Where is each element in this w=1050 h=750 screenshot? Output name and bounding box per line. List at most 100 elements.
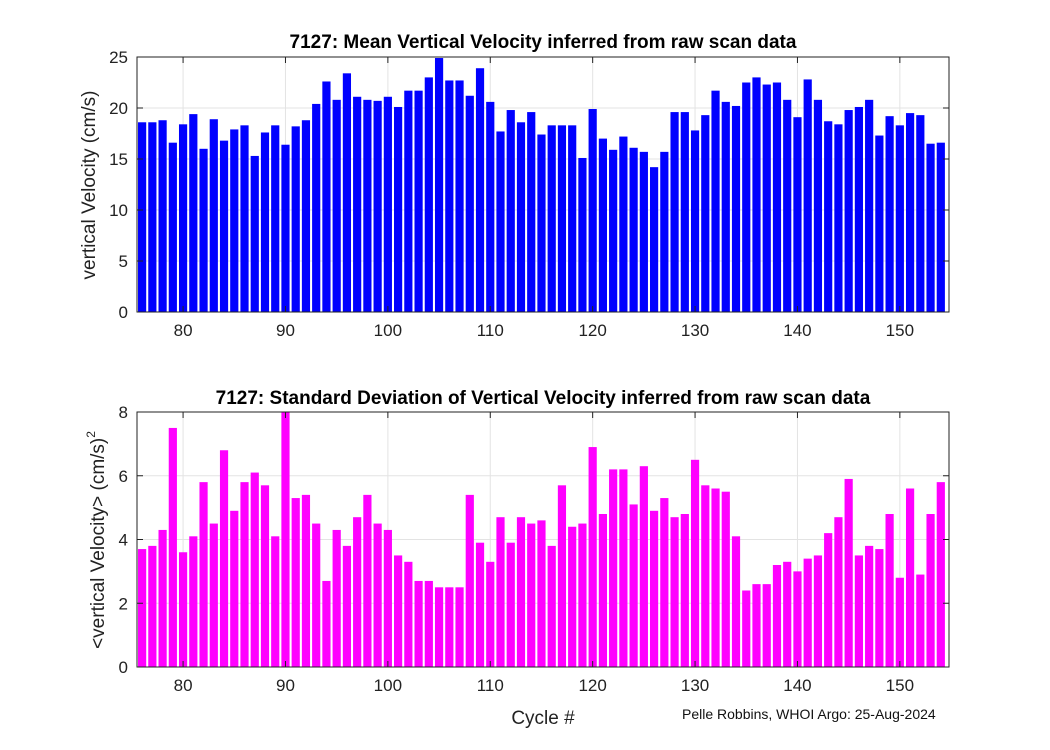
bar <box>445 587 454 667</box>
bar <box>803 558 812 668</box>
bar <box>854 106 863 312</box>
bar <box>404 90 413 312</box>
bar <box>312 103 321 312</box>
bar <box>639 151 648 312</box>
bar <box>619 136 628 312</box>
x-tick-label: 110 <box>477 676 504 695</box>
bar <box>434 58 444 312</box>
bar <box>138 549 147 667</box>
bar <box>424 77 433 313</box>
bar <box>578 523 587 667</box>
bar <box>342 73 352 312</box>
bar <box>445 80 454 313</box>
bar <box>332 99 341 312</box>
x-tick-label: 150 <box>886 321 914 340</box>
bar <box>168 142 177 312</box>
bar <box>650 167 659 312</box>
bar <box>394 555 403 667</box>
x-tick-label: 120 <box>578 321 606 340</box>
bar <box>455 587 464 667</box>
y-axis-label: vertical Velocity (cm/s) <box>79 91 100 280</box>
bar <box>578 157 587 312</box>
bar <box>834 124 843 312</box>
x-tick-label: 100 <box>374 676 402 695</box>
bar <box>312 523 321 667</box>
bar <box>844 478 853 667</box>
x-tick-label: 130 <box>681 321 709 340</box>
y-axis-label: <vertical Velocity> (cm/s)2 <box>84 431 109 649</box>
bar <box>475 68 485 312</box>
bar <box>752 584 761 668</box>
x-axis-label: Cycle # <box>511 708 575 729</box>
bar <box>199 148 208 312</box>
y-tick-label: 0 <box>119 658 128 677</box>
bar <box>865 545 874 668</box>
bar <box>363 494 372 668</box>
bar <box>598 514 607 667</box>
y-tick-label: 15 <box>109 150 128 169</box>
bar <box>813 99 823 312</box>
bar <box>680 112 689 312</box>
bar <box>772 565 782 667</box>
bar <box>875 549 884 667</box>
bar <box>506 110 515 312</box>
bar <box>199 482 208 668</box>
bar <box>189 114 198 313</box>
bar <box>404 561 413 667</box>
bar <box>885 514 894 667</box>
bar <box>240 482 249 668</box>
bar <box>629 504 638 667</box>
bar <box>496 517 505 667</box>
bar <box>783 99 792 312</box>
bar <box>916 115 925 312</box>
bar <box>475 542 485 667</box>
x-tick-label: 110 <box>477 321 504 340</box>
bar <box>680 514 689 667</box>
bar <box>905 113 915 312</box>
x-tick-label: 80 <box>174 321 193 340</box>
bar <box>230 129 239 312</box>
bar <box>793 571 802 668</box>
bar <box>383 96 392 312</box>
y-tick-label: 5 <box>119 252 128 271</box>
bar <box>783 561 792 667</box>
bar <box>414 580 423 667</box>
bar <box>895 125 904 312</box>
bar <box>527 112 536 312</box>
y-tick-label: 0 <box>119 303 128 322</box>
bar <box>588 447 597 667</box>
bar <box>322 81 331 312</box>
bar <box>865 99 874 312</box>
bar <box>486 101 495 312</box>
bar <box>824 533 833 668</box>
bar <box>271 536 280 667</box>
bar <box>537 520 546 668</box>
bar <box>742 590 751 667</box>
bar <box>230 510 239 667</box>
bar <box>752 77 761 313</box>
bar <box>281 144 290 312</box>
bar <box>353 96 362 312</box>
bar <box>742 82 751 312</box>
x-tick-label: 140 <box>783 676 811 695</box>
bar <box>537 134 546 312</box>
bar <box>240 125 249 312</box>
bar <box>690 459 700 667</box>
bar <box>250 472 259 667</box>
bar <box>854 555 863 667</box>
bar <box>731 105 741 313</box>
bar <box>609 469 618 668</box>
y-axis-label-text: <vertical Velocity> (cm/s) <box>88 438 109 649</box>
bar <box>322 580 331 667</box>
bar <box>178 124 188 312</box>
bar <box>844 110 853 312</box>
bar <box>588 109 597 313</box>
x-tick-label: 80 <box>174 676 193 695</box>
std-velocity-chart: 7127: Standard Deviation of Vertical Vel… <box>84 388 950 729</box>
bar <box>905 488 915 667</box>
bar <box>383 529 392 667</box>
bar <box>486 561 495 667</box>
bar <box>219 140 229 312</box>
bar <box>189 536 198 667</box>
